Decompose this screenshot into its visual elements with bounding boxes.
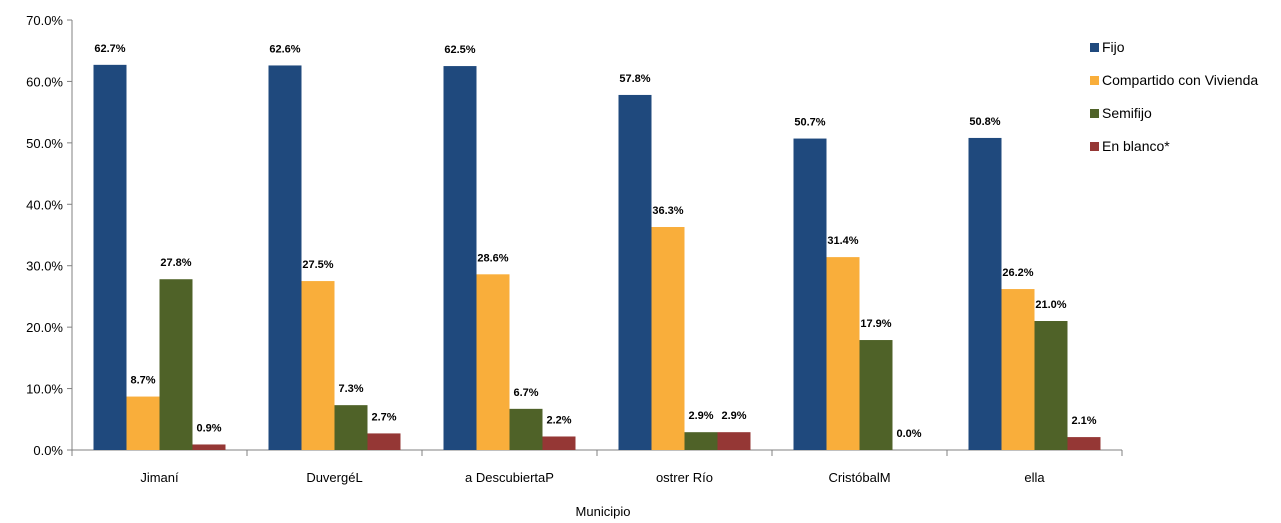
data-label: 2.7% <box>371 411 396 423</box>
data-label: 21.0% <box>1035 299 1066 311</box>
legend-swatch <box>1090 142 1099 151</box>
x-category-label: Jimaní <box>140 470 179 485</box>
x-axis-title: Municipio <box>576 504 631 519</box>
data-label: 36.3% <box>652 205 683 217</box>
data-label: 26.2% <box>1002 267 1033 279</box>
x-category-label: a DescubiertaP <box>465 470 554 485</box>
bar-en-blanco <box>1067 437 1101 450</box>
legend-swatch <box>1090 109 1099 118</box>
y-tick-label: 60.0% <box>26 74 63 89</box>
data-label: 27.5% <box>302 259 333 271</box>
data-label: 31.4% <box>827 235 858 247</box>
data-label: 62.5% <box>444 44 475 56</box>
bar-fijo <box>443 66 477 451</box>
legend-label: Semifijo <box>1102 105 1152 121</box>
x-axis: Jimaní DuvergéL a DescubiertaP ostrer Río Cr… <box>71 449 1123 485</box>
bar-compartido-con-vivienda <box>1001 289 1035 450</box>
bar-fijo <box>93 64 127 450</box>
bar-en-blanco <box>542 436 576 450</box>
data-label: 62.7% <box>94 43 125 55</box>
data-label: 62.6% <box>269 43 300 55</box>
bar-fijo <box>618 94 652 450</box>
bar-compartido-con-vivienda <box>126 396 160 450</box>
data-label: 50.7% <box>794 117 825 129</box>
data-label: 8.7% <box>130 375 155 387</box>
bar-en-blanco <box>192 444 226 450</box>
legend-swatch <box>1090 76 1099 85</box>
x-category-label: ella <box>1024 470 1045 485</box>
data-label: 57.8% <box>619 73 650 85</box>
data-label: 2.1% <box>1071 415 1096 427</box>
bar-compartido-con-vivienda <box>476 274 510 450</box>
bars <box>93 64 1101 451</box>
data-label: 6.7% <box>513 387 538 399</box>
data-label: 28.6% <box>477 252 508 264</box>
x-category-label: ostrer Río <box>656 470 713 485</box>
bar-compartido-con-vivienda <box>826 257 860 450</box>
bar-compartido-con-vivienda <box>651 227 685 450</box>
legend: Fijo Compartido con Vivienda Semifijo En bl… <box>1090 39 1258 154</box>
data-label: 2.2% <box>546 414 571 426</box>
bar-fijo <box>268 65 302 450</box>
bar-semifijo <box>334 405 368 450</box>
bar-semifijo <box>509 408 543 450</box>
y-axis: 0.0% 10.0% 20.0% 30.0% 40.0% 50.0% 60.0% 70.0% <box>26 13 73 458</box>
y-tick-label: 50.0% <box>26 136 63 151</box>
legend-label: Compartido con Vivienda <box>1102 72 1258 88</box>
bar-fijo <box>968 137 1002 450</box>
bar-en-blanco <box>717 432 751 450</box>
data-label: 7.3% <box>338 383 363 395</box>
x-category-label: CristóbalM <box>828 470 890 485</box>
bar-semifijo <box>859 340 893 450</box>
data-label: 17.9% <box>860 318 891 330</box>
data-label: 0.9% <box>196 422 221 434</box>
data-label: 27.8% <box>160 257 191 269</box>
y-tick-label: 20.0% <box>26 320 63 335</box>
bar-semifijo <box>159 279 193 450</box>
x-category-label: DuvergéL <box>306 470 362 485</box>
legend-swatch <box>1090 43 1099 52</box>
bar-fijo <box>793 138 827 451</box>
y-tick-label: 40.0% <box>26 197 63 212</box>
y-tick-label: 70.0% <box>26 13 63 28</box>
y-tick-label: 0.0% <box>33 443 63 458</box>
data-label: 0.0% <box>896 428 921 440</box>
y-tick-label: 10.0% <box>26 382 63 397</box>
bar-compartido-con-vivienda <box>301 281 335 450</box>
bar-semifijo <box>1034 321 1068 450</box>
data-labels: 62.7% 8.7% 27.8% 0.9% 62.6% 27.5% 7.3% 2.7% 62.5… <box>94 43 1096 440</box>
y-tick-label: 30.0% <box>26 259 63 274</box>
data-label: 50.8% <box>969 116 1000 128</box>
data-label: 2.9% <box>688 410 713 422</box>
bar-semifijo <box>684 432 718 450</box>
legend-label: En blanco* <box>1102 138 1170 154</box>
legend-label: Fijo <box>1102 39 1125 55</box>
data-label: 2.9% <box>721 410 746 422</box>
bar-en-blanco <box>367 433 401 450</box>
